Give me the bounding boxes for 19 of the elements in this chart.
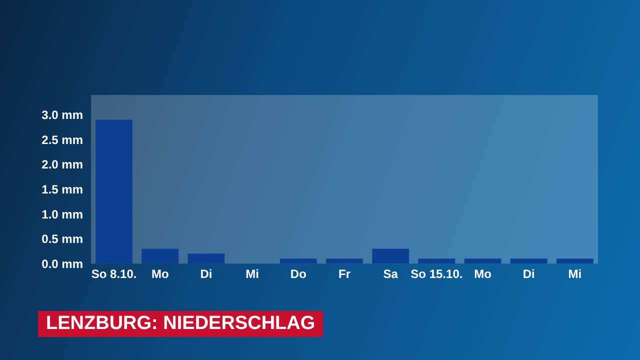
x-tick-label: So 8.10. bbox=[91, 267, 137, 282]
x-tick-label: Fr bbox=[338, 267, 351, 282]
y-tick-label: 0.5 mm bbox=[42, 232, 83, 246]
x-tick-label: Di bbox=[522, 267, 535, 282]
y-tick-label: 3.0 mm bbox=[42, 108, 83, 122]
y-tick-label: 1.0 mm bbox=[42, 207, 83, 222]
y-tick-label: 2.5 mm bbox=[42, 132, 83, 147]
x-tick-label: Sa bbox=[383, 267, 398, 282]
x-tick-label: Mo bbox=[474, 267, 492, 282]
x-tick-label: Di bbox=[200, 267, 212, 282]
x-tick-label: Do bbox=[290, 267, 306, 282]
y-tick-label: 2.0 mm bbox=[42, 158, 83, 172]
x-tick-label: Mi bbox=[568, 267, 582, 282]
x-tick-label: Mi bbox=[246, 267, 259, 282]
x-tick-label: Mo bbox=[151, 267, 169, 282]
x-tick-label: So 15.10. bbox=[410, 267, 463, 282]
text: LENZBURG: NIEDERSCHLAG bbox=[38, 311, 324, 337]
y-tick-label: 1.5 mm bbox=[42, 182, 83, 197]
y-tick-label: 0.0 mm bbox=[42, 256, 83, 271]
